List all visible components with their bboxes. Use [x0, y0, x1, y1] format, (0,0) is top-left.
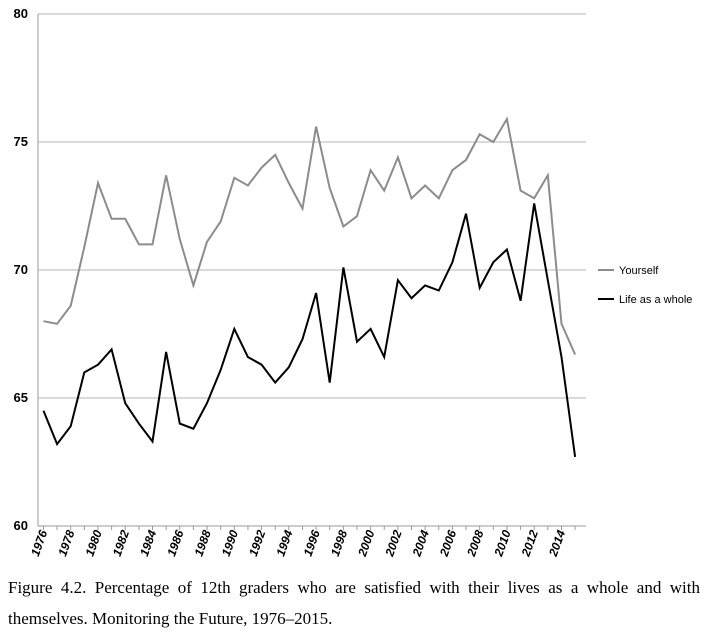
x-tick-label: 2014	[546, 528, 569, 559]
legend: Yourself Life as a whole	[598, 265, 692, 306]
x-tick-label: 1986	[164, 528, 186, 558]
x-tick-label: 2004	[409, 528, 432, 559]
y-tick-label: 65	[14, 390, 28, 405]
figure-caption: Figure 4.2. Percentage of 12th graders w…	[8, 578, 700, 628]
y-axis-ticks: 60 65 70 75 80	[14, 6, 28, 533]
x-tick-label: 1984	[137, 528, 159, 558]
x-tick-label: 1980	[83, 528, 105, 558]
x-axis-ticks: 1976 1978 1980 1982 1984 1986 1988 1990 1992 1994…	[28, 526, 576, 559]
x-tick-label: 1994	[273, 528, 295, 558]
x-tick-label: 1998	[328, 528, 350, 558]
x-tick-label: 2000	[355, 528, 378, 559]
axes	[37, 14, 586, 527]
x-tick-label: 2010	[491, 528, 514, 559]
y-tick-label: 80	[14, 6, 28, 21]
legend-label: Yourself	[619, 265, 659, 277]
series-lines	[42, 116, 577, 458]
x-tick-label: 1982	[110, 528, 132, 558]
y-tick-label: 75	[14, 134, 28, 149]
x-tick-label: 1988	[192, 528, 214, 558]
series-line	[43, 116, 577, 355]
x-tick-label: 1978	[55, 528, 77, 558]
x-tick-label: 1976	[28, 528, 50, 558]
x-tick-label: 1990	[219, 528, 241, 558]
y-tick-label: 60	[14, 518, 28, 533]
x-tick-label: 2012	[518, 528, 541, 559]
x-tick-label: 1992	[246, 528, 268, 558]
series-line	[42, 203, 577, 458]
gridlines	[38, 13, 586, 399]
legend-label: Life as a whole	[619, 294, 692, 306]
x-tick-label: 2008	[464, 528, 487, 559]
x-tick-label: 2002	[382, 528, 405, 559]
y-tick-label: 70	[14, 262, 28, 277]
x-tick-label: 2006	[437, 528, 460, 559]
x-tick-label: 1996	[301, 528, 323, 558]
